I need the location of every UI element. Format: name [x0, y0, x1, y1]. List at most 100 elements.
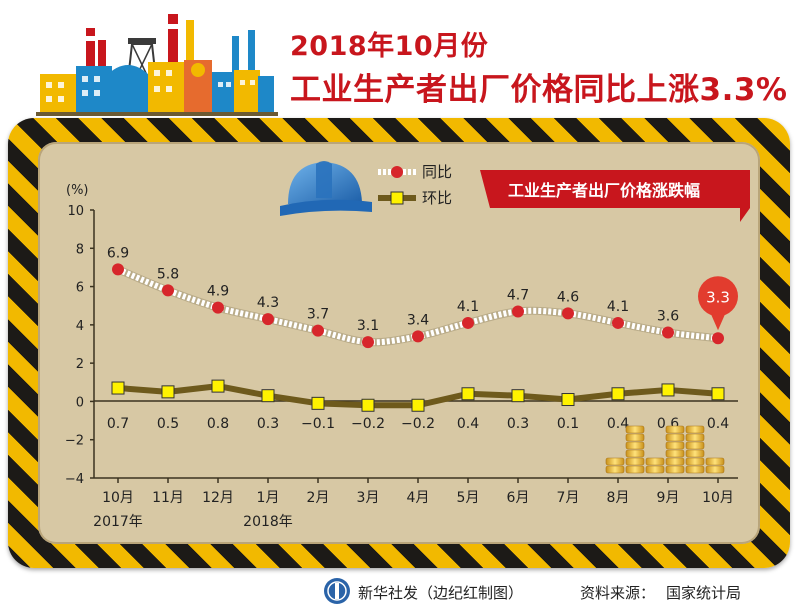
x-tick-label: 2月 [307, 490, 330, 506]
coin [625, 457, 645, 466]
coin [605, 465, 625, 474]
series-mom-data-label: 0.3 [257, 416, 279, 432]
coin [665, 457, 685, 466]
highlight-label: 3.3 [706, 288, 730, 306]
coin [665, 465, 685, 474]
series-yoy-data-label: 4.7 [507, 287, 529, 303]
coin [665, 425, 685, 434]
x-tick-label: 1月 [257, 490, 280, 506]
coin [645, 465, 665, 474]
series-yoy-point [662, 326, 674, 339]
series-yoy-point [362, 336, 374, 349]
coin [705, 465, 725, 474]
y-tick-label: 10 [67, 204, 84, 219]
series-yoy-data-label: 6.9 [107, 245, 129, 261]
x-tick-label: 10月 [702, 490, 734, 506]
footer-credit: 新华社发（边纪红制图） [358, 584, 524, 602]
coin [625, 465, 645, 474]
series-yoy-point [562, 307, 574, 320]
series-yoy-data-label: 4.3 [257, 295, 279, 311]
series-mom-point [411, 398, 425, 412]
legend: 同比 环比 [378, 163, 452, 207]
coin [685, 425, 705, 434]
x-tick-label: 5月 [457, 490, 480, 506]
factory-skyline-icon [36, 14, 278, 116]
coin [685, 449, 705, 458]
series-yoy-point [112, 263, 124, 276]
coin [645, 457, 665, 466]
series-mom-data-label: 0.8 [207, 416, 229, 432]
y-tick-label: 6 [76, 281, 84, 296]
highlight-bubble [698, 276, 738, 317]
series-yoy-data-label: 4.6 [557, 289, 579, 305]
coin [625, 441, 645, 450]
series-mom-data-label: 0.4 [457, 416, 479, 432]
series-mom-data-label: 0.5 [157, 416, 179, 432]
x-tick-label: 10月 [102, 490, 134, 506]
xinhua-logo-icon [324, 578, 350, 604]
x-tick-label: 6月 [507, 490, 530, 506]
series-yoy-point [212, 301, 224, 314]
series-mom-point [611, 387, 625, 401]
series-yoy-point [262, 313, 274, 326]
x-tick-label: 12月 [202, 490, 234, 506]
legend-mom-label: 环比 [422, 189, 452, 207]
x-tick-label: 9月 [657, 490, 680, 506]
footer: 新华社发（边纪红制图） 资料来源： 国家统计局 [0, 572, 800, 609]
y-axis-unit: (%) [66, 183, 89, 198]
series-mom-point [511, 389, 525, 403]
highlight-pointer [711, 314, 725, 331]
series-mom-data-label: −0.1 [301, 416, 335, 432]
y-tick-label: 8 [76, 242, 84, 257]
series-mom-point [161, 385, 175, 399]
series-yoy-point [462, 316, 474, 329]
coin [665, 441, 685, 450]
hard-hat-icon [280, 161, 372, 216]
y-tick-label: −2 [65, 434, 84, 449]
coin-stacks-icon [605, 425, 725, 474]
legend-mom-marker [390, 191, 404, 205]
series-mom-point [561, 393, 575, 407]
y-tick-label: 2 [76, 357, 84, 372]
footer-source-label: 资料来源： [580, 584, 656, 602]
x-tick-label: 7月 [557, 490, 580, 506]
coin [685, 457, 705, 466]
coin [685, 433, 705, 442]
chart: (%) 10 8 6 4 2 0 −2 −4 10月 11月 12月 1月 2月 3月 4月 5月 6月 7月 8… [65, 161, 750, 530]
series-yoy-data-label: 3.1 [357, 318, 379, 334]
x-tick-label: 11月 [152, 490, 184, 506]
series-mom-data-label: −0.2 [401, 416, 435, 432]
series-mom-point [711, 387, 725, 401]
year-label: 2017年 [93, 514, 143, 530]
series-mom-data-label: 0.1 [557, 416, 579, 432]
coin [625, 449, 645, 458]
coin [665, 433, 685, 442]
series-mom-point [361, 398, 375, 412]
series-yoy-data-label: 4.1 [457, 299, 479, 315]
series-yoy-point [412, 330, 424, 343]
series-yoy-point [162, 284, 174, 297]
series-mom-point [111, 381, 125, 395]
series-mom-point [211, 379, 225, 393]
series-yoy-data-label: 3.4 [407, 312, 429, 328]
y-tick-label: −4 [65, 472, 84, 487]
coin [685, 441, 705, 450]
year-label: 2018年 [243, 514, 293, 530]
coin [665, 449, 685, 458]
y-tick-label: 4 [76, 319, 84, 334]
footer-source: 国家统计局 [666, 584, 742, 602]
series-mom-point [461, 387, 475, 401]
coin [705, 457, 725, 466]
coin [605, 457, 625, 466]
page-title-line2: 工业生产者出厂价格同比上涨3.3% [290, 72, 788, 108]
x-tick-label: 8月 [607, 490, 630, 506]
legend-yoy-marker [391, 166, 403, 178]
chart-title: 工业生产者出厂价格涨跌幅 [508, 181, 700, 200]
series-yoy-data-label: 4.9 [207, 284, 229, 300]
series-mom-data-label: 0.7 [107, 416, 129, 432]
series-yoy-data-label: 4.1 [607, 299, 629, 315]
header: 2018年10月份 工业生产者出厂价格同比上涨3.3% [0, 0, 800, 118]
series-yoy-point [712, 332, 724, 345]
page-title-line1: 2018年10月份 [290, 31, 489, 62]
chart-panel: (%) 10 8 6 4 2 0 −2 −4 10月 11月 12月 1月 2月 3月 4月 5月 6月 7月 8… [38, 142, 760, 544]
